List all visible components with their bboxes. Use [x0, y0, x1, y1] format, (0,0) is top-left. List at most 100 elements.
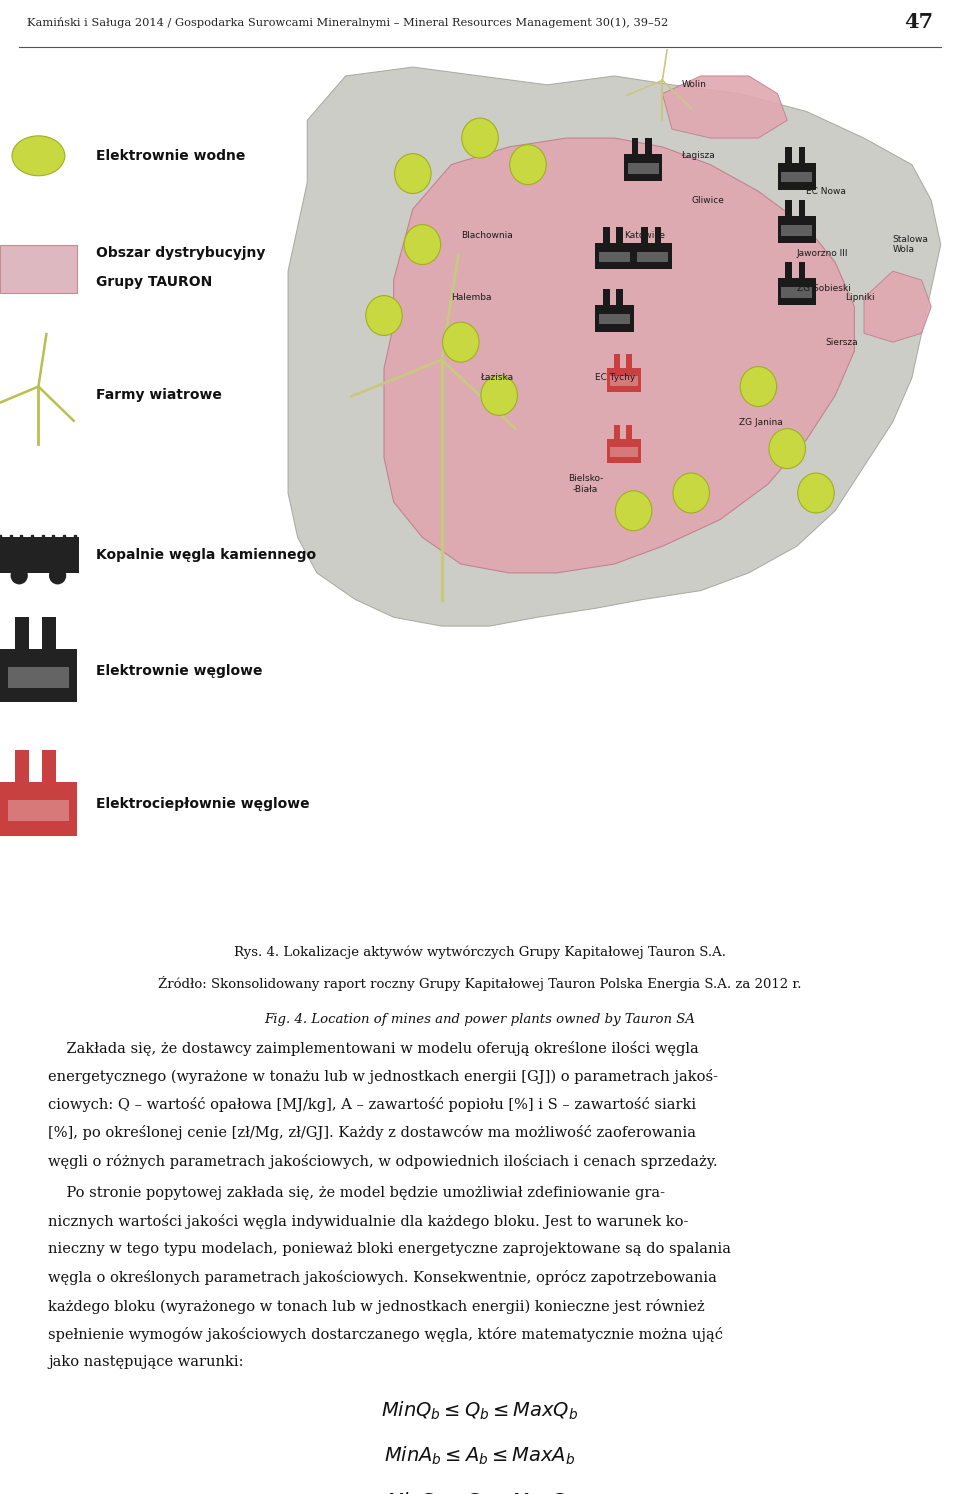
- Ellipse shape: [481, 375, 517, 415]
- Text: Obszar dystrybucyjny: Obszar dystrybucyjny: [96, 247, 265, 260]
- Bar: [0, 783, 77, 835]
- Bar: [616, 227, 623, 242]
- Text: Łagisza: Łagisza: [682, 151, 715, 160]
- Ellipse shape: [395, 154, 431, 194]
- Ellipse shape: [510, 145, 546, 185]
- Bar: [785, 263, 792, 278]
- Bar: [799, 263, 805, 278]
- Bar: [42, 750, 56, 783]
- Text: nicznych wartości jakości węgla indywidualnie dla każdego bloku. Jest to warunek: nicznych wartości jakości węgla indywidu…: [48, 1213, 688, 1228]
- Text: Kopalnie węgla kamiennego: Kopalnie węgla kamiennego: [96, 548, 316, 562]
- Bar: [0, 538, 79, 572]
- Bar: [785, 200, 792, 217]
- Text: Zakłada się, że dostawcy zaimplementowani w modelu oferują określone ilości węgl: Zakłada się, że dostawcy zaimplementowan…: [48, 1041, 699, 1056]
- Text: EC Tychy: EC Tychy: [595, 374, 636, 382]
- Text: Bielsko-
-Biała: Bielsko- -Biała: [568, 475, 603, 495]
- Text: energetycznego (wyrażone w tonażu lub w jednostkach energii [GJ]) o parametrach : energetycznego (wyrażone w tonażu lub w …: [48, 1068, 718, 1083]
- Text: Grupy TAURON: Grupy TAURON: [96, 275, 212, 288]
- Bar: [645, 137, 652, 154]
- Ellipse shape: [404, 224, 441, 264]
- Polygon shape: [864, 272, 931, 342]
- Text: każdego bloku (wyrażonego w tonach lub w jednostkach energii) konieczne jest rów: każdego bloku (wyrażonego w tonach lub w…: [48, 1298, 705, 1313]
- Bar: [781, 172, 812, 182]
- Bar: [613, 424, 620, 439]
- Bar: [628, 163, 659, 173]
- Bar: [613, 354, 620, 368]
- Bar: [634, 242, 672, 269]
- Bar: [15, 617, 29, 650]
- Text: Stalowa
Wola: Stalowa Wola: [893, 235, 928, 254]
- Text: Halemba: Halemba: [451, 293, 492, 302]
- Bar: [781, 287, 812, 297]
- Bar: [15, 750, 29, 783]
- Polygon shape: [288, 67, 941, 626]
- Text: Lipniki: Lipniki: [845, 293, 875, 302]
- Text: węgli o różnych parametrach jakościowych, w odpowiednich ilościach i cenach sprz: węgli o różnych parametrach jakościowych…: [48, 1153, 718, 1168]
- Bar: [655, 227, 661, 242]
- Text: Blachownia: Blachownia: [461, 232, 513, 241]
- Bar: [799, 146, 805, 163]
- Text: [%], po określonej cenie [zł/Mg, zł/GJ]. Każdy z dostawców ma możliwość zaoferow: [%], po określonej cenie [zł/Mg, zł/GJ].…: [48, 1125, 696, 1140]
- Bar: [8, 801, 69, 822]
- Text: węgla o określonych parametrach jakościowych. Konsekwentnie, oprócz zapotrzebowa: węgla o określonych parametrach jakościo…: [48, 1270, 717, 1285]
- Text: nieczny w tego typu modelach, ponieważ bloki energetyczne zaprojektowane są do s: nieczny w tego typu modelach, ponieważ b…: [48, 1242, 731, 1256]
- Ellipse shape: [615, 492, 652, 530]
- Text: Kamiński i Saługa 2014 / Gospodarka Surowcami Mineralnymi – Mineral Resources Ma: Kamiński i Saługa 2014 / Gospodarka Suro…: [27, 16, 668, 28]
- Bar: [607, 439, 641, 463]
- Text: Elektrociepłownie węglowe: Elektrociepłownie węglowe: [96, 796, 310, 811]
- Bar: [603, 288, 610, 305]
- Ellipse shape: [443, 323, 479, 362]
- Bar: [778, 278, 816, 305]
- Text: Gliwice: Gliwice: [691, 196, 724, 205]
- Text: 47: 47: [904, 12, 933, 33]
- Bar: [595, 305, 634, 332]
- Text: Siersza: Siersza: [826, 338, 858, 347]
- Text: Farmy wiatrowe: Farmy wiatrowe: [96, 388, 222, 402]
- Text: Elektrownie węglowe: Elektrownie węglowe: [96, 663, 262, 677]
- Text: $MinQ_b \leq Q_b \leq MaxQ_b$: $MinQ_b \leq Q_b \leq MaxQ_b$: [381, 1400, 579, 1421]
- Bar: [785, 146, 792, 163]
- Text: $MinS_b \leq S_b \leq MaxS_b$: $MinS_b \leq S_b \leq MaxS_b$: [386, 1491, 574, 1494]
- Ellipse shape: [49, 566, 66, 584]
- Bar: [42, 617, 56, 650]
- Text: jako następujące warunki:: jako następujące warunki:: [48, 1355, 244, 1369]
- Text: spełnienie wymogów jakościowych dostarczanego węgla, które matematycznie można u: spełnienie wymogów jakościowych dostarcz…: [48, 1327, 723, 1342]
- Bar: [611, 376, 637, 385]
- Text: Jaworzno III: Jaworzno III: [797, 249, 849, 258]
- Bar: [641, 227, 648, 242]
- Ellipse shape: [12, 136, 64, 176]
- Bar: [778, 163, 816, 190]
- Ellipse shape: [11, 566, 28, 584]
- Bar: [626, 354, 632, 368]
- Text: Katowice: Katowice: [624, 232, 665, 241]
- Bar: [778, 217, 816, 242]
- Ellipse shape: [462, 118, 498, 158]
- Bar: [8, 666, 69, 689]
- Ellipse shape: [798, 474, 834, 512]
- Text: Rys. 4. Lokalizacje aktywów wytwórczych Grupy Kapitałowej Tauron S.A.: Rys. 4. Lokalizacje aktywów wytwórczych …: [234, 946, 726, 959]
- Bar: [607, 368, 641, 391]
- Bar: [616, 288, 623, 305]
- Bar: [799, 200, 805, 217]
- Bar: [595, 242, 634, 269]
- Ellipse shape: [366, 296, 402, 336]
- Text: Elektrownie wodne: Elektrownie wodne: [96, 149, 246, 163]
- Text: $MinA_b \leq A_b \leq MaxA_b$: $MinA_b \leq A_b \leq MaxA_b$: [384, 1445, 576, 1467]
- Bar: [0, 650, 77, 702]
- Polygon shape: [384, 137, 854, 572]
- Bar: [599, 251, 630, 263]
- Bar: [626, 424, 632, 439]
- Bar: [781, 226, 812, 236]
- Ellipse shape: [673, 474, 709, 512]
- Text: EC Nowa: EC Nowa: [806, 187, 847, 196]
- Bar: [624, 154, 662, 181]
- Text: Łaziska: Łaziska: [480, 374, 514, 382]
- Text: Źródło: Skonsolidowany raport roczny Grupy Kapitałowej Tauron Polska Energia S.A: Źródło: Skonsolidowany raport roczny Gru…: [158, 977, 802, 992]
- Bar: [599, 314, 630, 324]
- Bar: [0, 245, 77, 293]
- Bar: [637, 251, 668, 263]
- Bar: [632, 137, 638, 154]
- Text: ZG Sobieski: ZG Sobieski: [797, 284, 851, 293]
- Text: Wolin: Wolin: [682, 81, 707, 90]
- Bar: [611, 447, 637, 457]
